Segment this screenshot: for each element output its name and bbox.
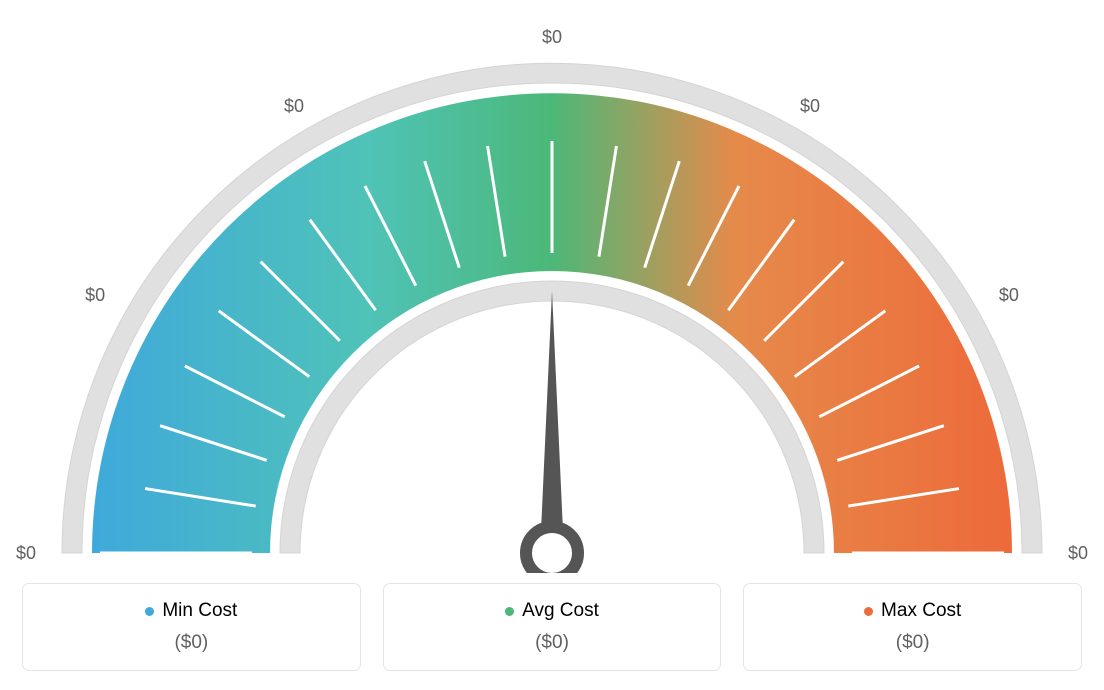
legend-card: Max Cost ($0) [743,583,1082,671]
tick-label: $0 [542,27,562,47]
legend-label-text: Min Cost [162,600,237,622]
gauge-needle [540,291,564,553]
tick-label: $0 [85,285,105,305]
legend-value: ($0) [754,632,1071,654]
legend-value: ($0) [33,632,350,654]
legend-dot-icon [145,607,154,616]
legend-row: Min Cost ($0) Avg Cost ($0) Max Cost ($0… [0,573,1104,671]
legend-card: Min Cost ($0) [22,583,361,671]
tick-label: $0 [999,285,1019,305]
legend-label-text: Max Cost [881,600,961,622]
tick-label: $0 [284,96,304,116]
legend-label: Min Cost [145,600,237,622]
cost-gauge-widget: $0 $0 $0 $0 $0 $0 $0 Min Cost ($0) Avg Cost ($… [0,0,1104,690]
legend-value: ($0) [394,632,711,654]
tick-label: $0 [800,96,820,116]
legend-label: Avg Cost [505,600,599,622]
gauge-chart: $0 $0 $0 $0 $0 $0 $0 [0,0,1104,573]
legend-dot-icon [505,607,514,616]
tick-label: $0 [16,543,36,563]
legend-label: Max Cost [864,600,961,622]
needle-hub [526,527,578,573]
legend-label-text: Avg Cost [522,600,599,622]
legend-dot-icon [864,607,873,616]
gauge-svg: $0 $0 $0 $0 $0 $0 $0 [0,0,1104,573]
legend-card: Avg Cost ($0) [383,583,722,671]
tick-label: $0 [1068,543,1088,563]
